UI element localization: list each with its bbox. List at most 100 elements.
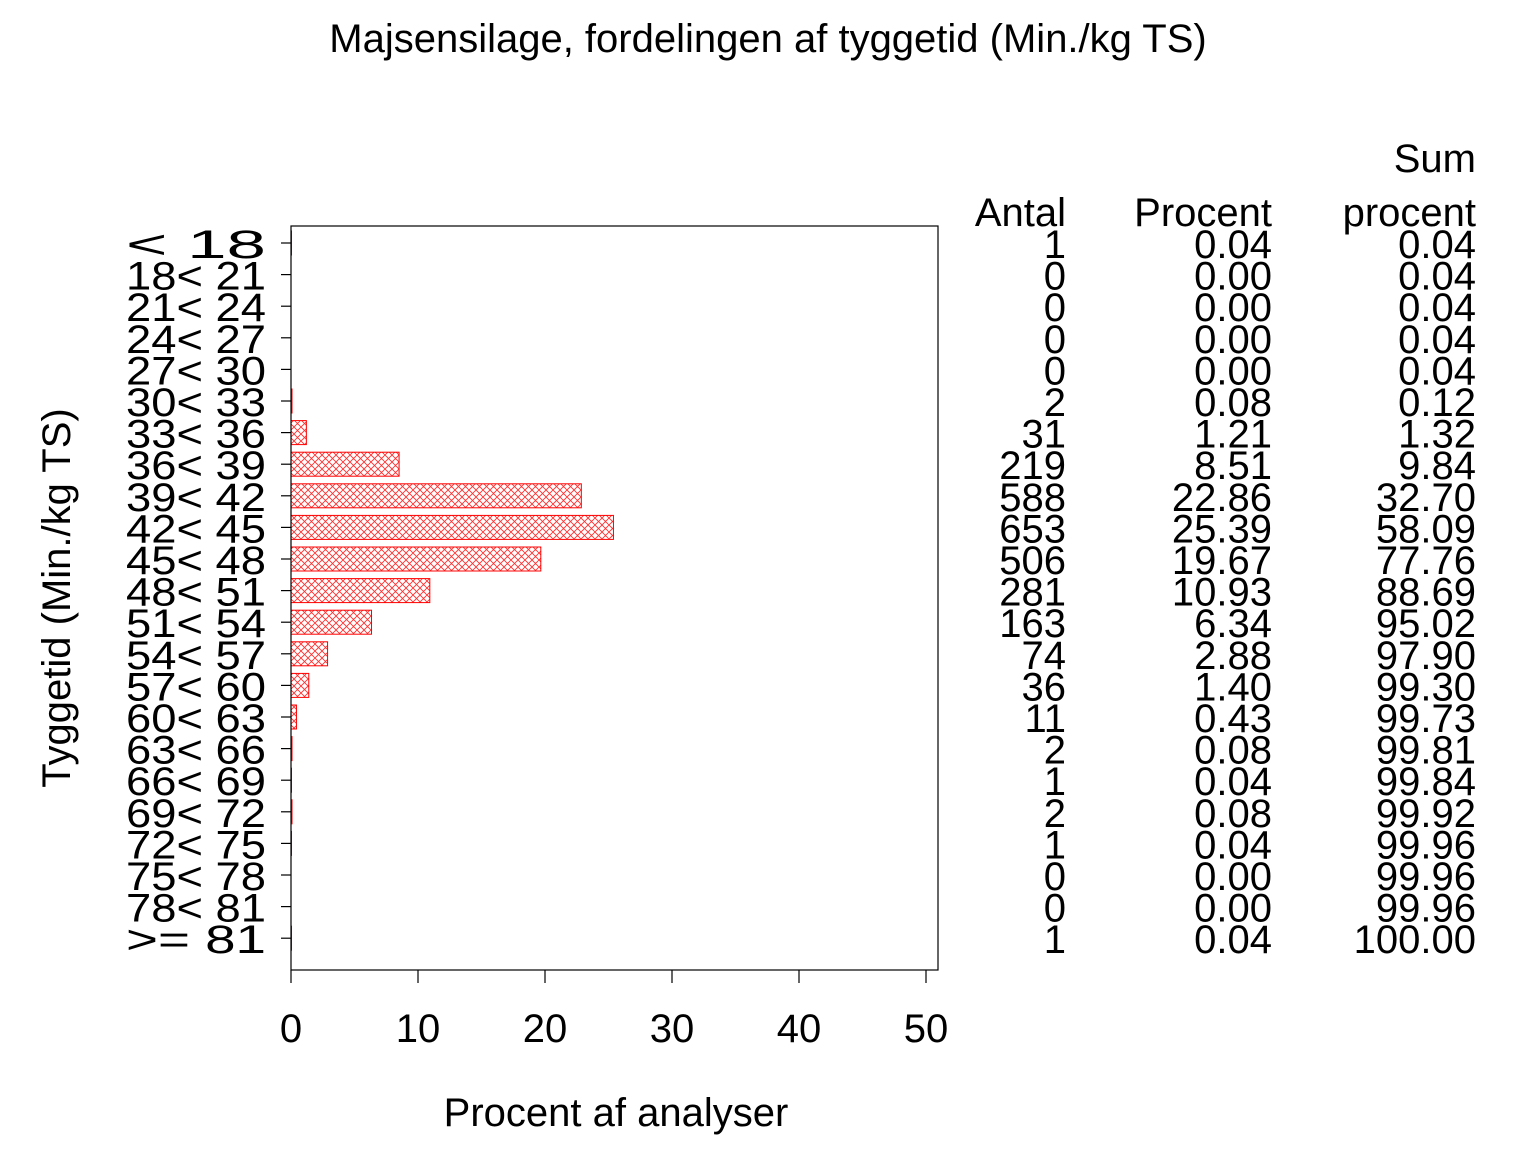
table-cell-sum-procent: 99.30 xyxy=(1376,665,1476,709)
table-cell-sum-procent: 0.04 xyxy=(1398,286,1476,330)
y-category-label: 78< 81 xyxy=(126,887,266,931)
table-cell-antal: 0 xyxy=(1044,855,1066,899)
table-cell-antal: 2 xyxy=(1044,792,1066,836)
table-cell-sum-procent: 0.12 xyxy=(1398,381,1476,425)
x-tick-label: 10 xyxy=(396,1007,441,1051)
y-category-label: < 18 xyxy=(126,223,266,267)
table-cell-sum-procent: 99.96 xyxy=(1376,855,1476,899)
table-cell-antal: 1 xyxy=(1044,823,1066,867)
table-cell-sum-procent: 99.92 xyxy=(1376,792,1476,836)
table-cell-sum-procent: 99.96 xyxy=(1376,887,1476,931)
table-cell-procent: 0.00 xyxy=(1194,255,1272,299)
table-cell-procent: 0.08 xyxy=(1194,729,1272,773)
x-tick-label: 50 xyxy=(904,1007,949,1051)
y-category-label: 63< 66 xyxy=(126,729,266,773)
bar xyxy=(290,641,329,667)
table-cell-antal: 219 xyxy=(999,444,1066,488)
table-cell-antal: 588 xyxy=(999,476,1066,520)
table-cell-antal: 2 xyxy=(1044,729,1066,773)
y-category-label: 24< 27 xyxy=(126,318,266,362)
table-cell-procent: 0.08 xyxy=(1194,381,1272,425)
y-category-label: 57< 60 xyxy=(126,665,266,709)
bar xyxy=(290,483,582,509)
table-headers: Antal Procent Sum procent xyxy=(975,137,1476,235)
table-cell-antal: 2 xyxy=(1044,381,1066,425)
table-cell-procent: 0.00 xyxy=(1194,318,1272,362)
table-cell-procent: 2.88 xyxy=(1194,634,1272,678)
table-cell-sum-procent: 99.73 xyxy=(1376,697,1476,741)
x-axis-ticks: 0 10 20 30 40 50 xyxy=(280,970,948,1051)
y-category-label: 69< 72 xyxy=(126,792,266,836)
x-tick-label: 40 xyxy=(777,1007,822,1051)
table-cell-procent: 10.93 xyxy=(1172,571,1272,615)
header-sum-line2: procent xyxy=(1343,191,1476,235)
y-category-label: 75< 78 xyxy=(126,855,266,899)
table-cell-antal: 163 xyxy=(999,602,1066,646)
bar xyxy=(290,609,373,635)
header-sum-line1: Sum xyxy=(1394,137,1476,181)
table-cell-procent: 0.04 xyxy=(1194,918,1272,962)
y-category-label: 51< 54 xyxy=(126,602,266,646)
table-cell-procent: 0.00 xyxy=(1194,349,1272,393)
bar xyxy=(290,704,297,730)
bar xyxy=(290,578,431,604)
header-procent-line2: Procent xyxy=(1134,191,1272,235)
table-cell-procent: 1.21 xyxy=(1194,413,1272,457)
table-cell-procent: 1.40 xyxy=(1194,665,1272,709)
y-category-label: 42< 45 xyxy=(126,507,266,551)
y-axis-label: Tyggetid (Min./kg TS) xyxy=(35,408,79,787)
bar xyxy=(290,546,542,572)
table-cell-antal: 0 xyxy=(1044,286,1066,330)
bar xyxy=(290,451,400,477)
x-tick-label: 30 xyxy=(650,1007,695,1051)
table-cell-sum-procent: 95.02 xyxy=(1376,602,1476,646)
table-cell-procent: 0.08 xyxy=(1194,792,1272,836)
table-cell-sum-procent: 99.96 xyxy=(1376,823,1476,867)
table-cell-antal: 11 xyxy=(1024,697,1066,741)
y-category-label: 30< 33 xyxy=(126,381,266,425)
table-cell-antal: 31 xyxy=(1022,413,1067,457)
plot-frame xyxy=(290,225,939,971)
table-cell-procent: 0.00 xyxy=(1194,887,1272,931)
table-cell-procent: 22.86 xyxy=(1172,476,1272,520)
table-cell-sum-procent: 9.84 xyxy=(1398,444,1476,488)
y-category-label: 60< 63 xyxy=(126,697,266,741)
table-cell-sum-procent: 32.70 xyxy=(1376,476,1476,520)
table-cell-antal: 506 xyxy=(999,539,1066,583)
table-cell-sum-procent: 99.84 xyxy=(1376,760,1476,804)
table-cell-procent: 0.43 xyxy=(1194,697,1272,741)
table-cell-sum-procent: 0.04 xyxy=(1398,349,1476,393)
table-cell-antal: 0 xyxy=(1044,255,1066,299)
table-cell-sum-procent: 77.76 xyxy=(1376,539,1476,583)
table-cell-antal: 36 xyxy=(1022,665,1067,709)
table-cell-procent: 25.39 xyxy=(1172,507,1272,551)
bar xyxy=(290,672,310,698)
table-cell-sum-procent: 1.32 xyxy=(1398,413,1476,457)
y-category-label: 54< 57 xyxy=(126,634,266,678)
y-category-label: 27< 30 xyxy=(126,349,266,393)
x-tick-label: 0 xyxy=(280,1007,302,1051)
data-table: 1000023121958865350628116374361121210010… xyxy=(999,223,1476,962)
table-cell-antal: 653 xyxy=(999,507,1066,551)
table-cell-antal: 281 xyxy=(999,571,1066,615)
y-category-label: 18< 21 xyxy=(126,255,266,299)
y-category-label: 36< 39 xyxy=(126,444,266,488)
table-cell-antal: 0 xyxy=(1044,349,1066,393)
table-cell-sum-procent: 97.90 xyxy=(1376,634,1476,678)
table-cell-procent: 0.04 xyxy=(1194,823,1272,867)
table-cell-procent: 0.00 xyxy=(1194,855,1272,899)
table-cell-sum-procent: 0.04 xyxy=(1398,223,1476,267)
table-cell-procent: 0.00 xyxy=(1194,286,1272,330)
table-cell-procent: 8.51 xyxy=(1194,444,1272,488)
table-cell-sum-procent: 58.09 xyxy=(1376,507,1476,551)
table-cell-antal: 0 xyxy=(1044,318,1066,362)
table-cell-sum-procent: 100.00 xyxy=(1354,918,1476,962)
table-cell-procent: 19.67 xyxy=(1172,539,1272,583)
table-cell-antal: 0 xyxy=(1044,887,1066,931)
y-category-label: 72< 75 xyxy=(126,823,266,867)
table-cell-sum-procent: 88.69 xyxy=(1376,571,1476,615)
table-cell-sum-procent: 0.04 xyxy=(1398,318,1476,362)
bar xyxy=(290,514,614,540)
y-category-label: 33< 36 xyxy=(126,413,266,457)
